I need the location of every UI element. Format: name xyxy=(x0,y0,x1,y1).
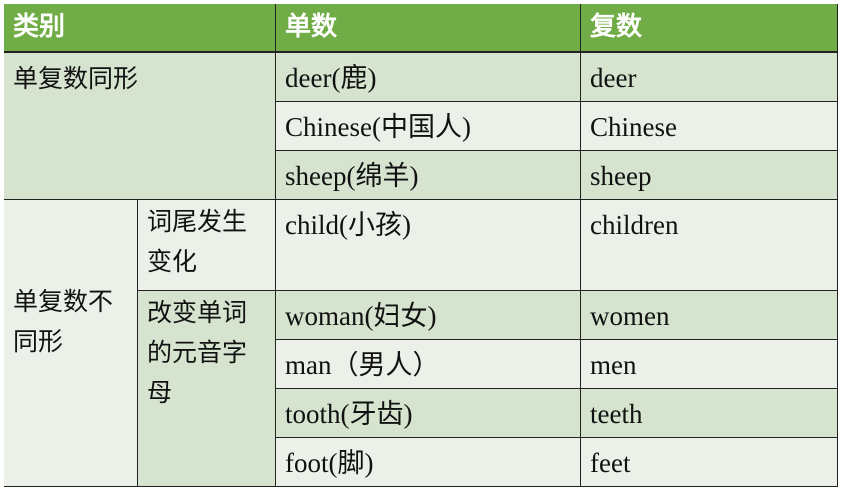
plural-cell: feet xyxy=(581,438,838,487)
singular-cell: sheep(绵羊) xyxy=(276,151,581,200)
plural-forms-table: 类别 单数 复数 单复数同形 单复数不同形 词尾发生变化 改变单词的元音字母 d… xyxy=(4,4,838,487)
group-suffix-change: 词尾发生变化 xyxy=(138,200,276,291)
singular-cell: deer(鹿) xyxy=(276,53,581,102)
plural-cell: sheep xyxy=(581,151,838,200)
header-category: 类别 xyxy=(4,4,276,53)
singular-cell: foot(脚) xyxy=(276,438,581,487)
plural-cell: deer xyxy=(581,53,838,102)
plural-cell: children xyxy=(581,200,838,291)
singular-cell: Chinese(中国人) xyxy=(276,102,581,151)
group-vowel-change: 改变单词的元音字母 xyxy=(138,291,276,487)
group-same-form: 单复数同形 xyxy=(4,53,276,200)
singular-cell: child(小孩) xyxy=(276,200,581,291)
singular-cell: man（男人） xyxy=(276,340,581,389)
singular-cell: woman(妇女) xyxy=(276,291,581,340)
group-different-form: 单复数不同形 xyxy=(4,200,138,487)
header-singular: 单数 xyxy=(276,4,581,53)
header-plural: 复数 xyxy=(581,4,838,53)
plural-cell: men xyxy=(581,340,838,389)
plural-cell: women xyxy=(581,291,838,340)
plural-cell: teeth xyxy=(581,389,838,438)
plural-cell: Chinese xyxy=(581,102,838,151)
singular-cell: tooth(牙齿) xyxy=(276,389,581,438)
